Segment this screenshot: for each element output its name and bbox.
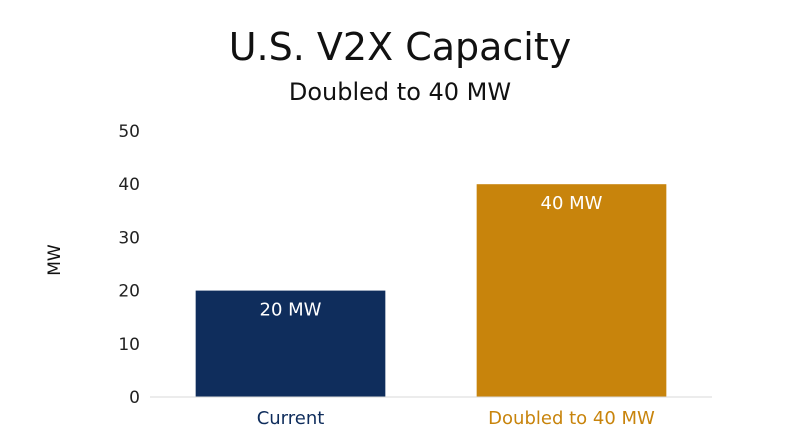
y-tick-label: 20 [118,282,140,302]
y-axis: 0 10 20 30 40 50 [118,122,140,408]
y-tick-label: 0 [129,388,140,408]
y-tick-label: 50 [118,122,140,142]
x-axis-labels: Current Doubled to 40 MW [257,408,655,429]
y-tick-label: 40 [118,175,140,195]
x-category-label: Doubled to 40 MW [488,408,655,429]
x-category-label: Current [257,408,325,429]
y-tick-label: 10 [118,335,140,355]
bar [476,184,667,397]
bar-data-label: 20 MW [260,300,322,321]
chart-subtitle: Doubled to 40 MW [288,78,512,106]
y-axis-label: MW [45,244,65,276]
bar-data-label: 40 MW [541,193,603,214]
chart-title: U.S. V2X Capacity [228,25,572,69]
bars: 20 MW 40 MW [195,184,667,397]
y-tick-label: 30 [118,228,140,248]
bar [195,290,386,397]
